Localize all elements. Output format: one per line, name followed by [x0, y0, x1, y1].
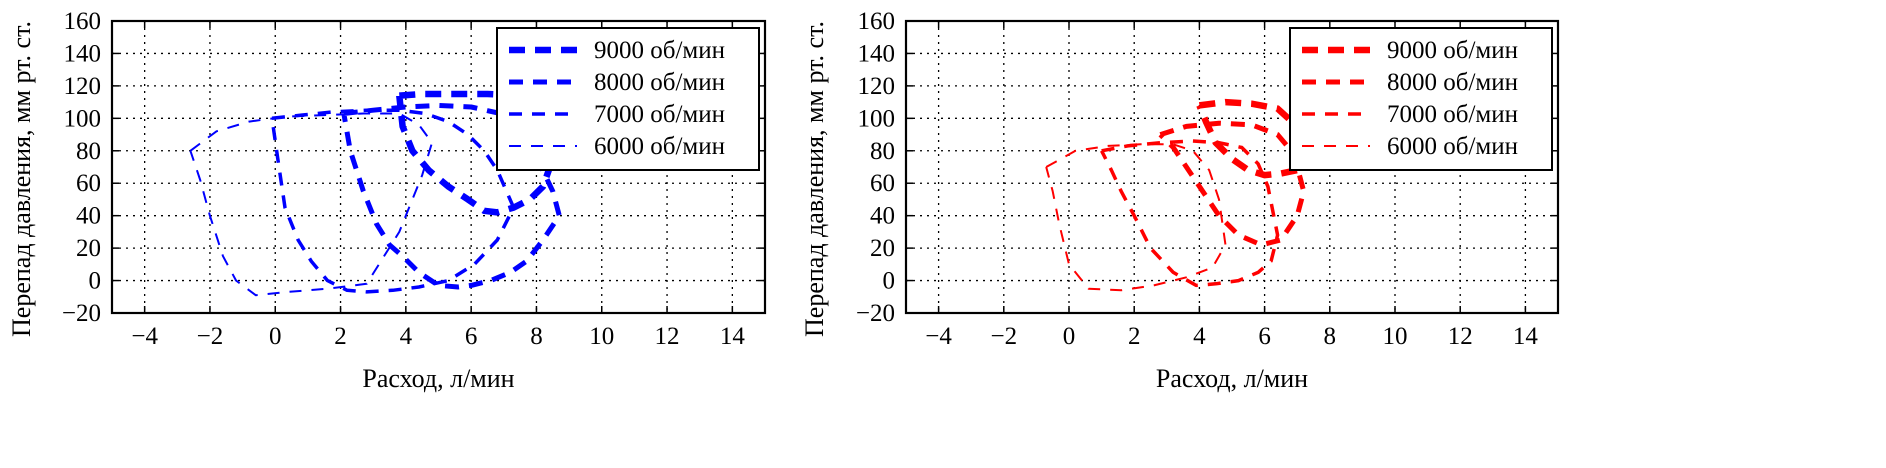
legend-label-1: 9000 об/мин	[1387, 37, 1518, 64]
y-tick-label: 40	[76, 203, 101, 230]
y-axis-label: Перепад давления, мм рт. ст.	[800, 21, 829, 337]
legend-label-3: 7000 об/мин	[1387, 101, 1518, 128]
legend-label-2: 8000 об/мин	[594, 69, 725, 96]
x-tick-label: 6	[465, 323, 478, 350]
y-tick-label: 0	[89, 268, 102, 295]
plot-frame	[904, 19, 1560, 315]
legend-label-4: 6000 об/мин	[1387, 133, 1518, 160]
x-tick-label: −2	[197, 323, 224, 350]
legend-label-3: 7000 об/мин	[594, 101, 725, 128]
legend-label-1: 9000 об/мин	[594, 37, 725, 64]
y-tick-label: 120	[858, 73, 896, 100]
x-tick-label: 12	[655, 323, 680, 350]
y-tick-label: 100	[858, 105, 896, 132]
x-tick-label: −2	[990, 323, 1017, 350]
series-line-3	[270, 108, 516, 294]
x-tick-label: 12	[1448, 323, 1473, 350]
legend-label-2: 8000 об/мин	[1387, 69, 1518, 96]
y-tick-label: 160	[858, 8, 896, 35]
legend: 9000 об/мин 8000 об/мин 7000 об/мин 6000 об…	[1289, 27, 1553, 171]
x-tick-label: 6	[1258, 323, 1271, 350]
x-tick-label: 0	[269, 323, 282, 350]
x-tick-label: 14	[720, 323, 746, 350]
y-tick-label: 0	[883, 268, 896, 295]
x-tick-label: 2	[1128, 323, 1141, 350]
y-tick-label: 140	[64, 40, 102, 67]
y-tick-label: 140	[858, 40, 896, 67]
x-tick-label: 14	[1513, 323, 1539, 350]
x-tick-label: 8	[530, 323, 543, 350]
x-axis-label: Расход, л/мин	[362, 364, 514, 393]
y-tick-label: 100	[64, 105, 102, 132]
series-group	[1045, 98, 1311, 292]
y-tick-label: 80	[870, 138, 895, 165]
series-line-1	[1196, 98, 1311, 179]
y-tick-label: 20	[76, 235, 101, 262]
x-tick-label: 2	[334, 323, 347, 350]
x-tick-label: 4	[400, 323, 413, 350]
y-tick-label: 80	[76, 138, 101, 165]
y-tick-label: −20	[62, 300, 101, 327]
x-tick-label: 10	[589, 323, 614, 350]
series-line-1	[396, 90, 560, 216]
x-tick-label: −4	[925, 323, 952, 350]
series-line-2	[341, 102, 562, 290]
y-tick-label: 160	[64, 8, 102, 35]
x-axis-label: Расход, л/мин	[1156, 364, 1308, 393]
x-tick-label: 0	[1063, 323, 1076, 350]
y-tick-label: 40	[870, 203, 895, 230]
y-tick-label: 120	[64, 73, 102, 100]
plot-frame	[110, 19, 767, 315]
x-tick-label: 4	[1193, 323, 1206, 350]
chart-panel-1: −4 −2 0 2 4 6 8 10 12 14−20020406080100120140160Р…	[7, 8, 767, 393]
series-line-4	[189, 112, 433, 297]
y-tick-label: 20	[870, 235, 895, 262]
y-tick-label: −20	[856, 300, 895, 327]
legend: 9000 об/мин 8000 об/мин 7000 об/мин 6000 об…	[496, 27, 760, 171]
y-tick-label: 60	[76, 170, 101, 197]
chart-panel-2: −4 −2 0 2 4 6 8 10 12 14−20020406080100120140160Р…	[800, 8, 1560, 393]
x-tick-label: 10	[1383, 323, 1408, 350]
x-tick-label: −4	[131, 323, 158, 350]
series-line-4	[1045, 143, 1227, 292]
series-line-3	[1100, 139, 1280, 288]
y-tick-label: 60	[870, 170, 895, 197]
x-tick-label: 8	[1324, 323, 1337, 350]
series-line-2	[1158, 120, 1307, 248]
y-axis-label: Перепад давления, мм рт. ст.	[7, 21, 36, 337]
series-group	[189, 90, 562, 297]
legend-label-4: 6000 об/мин	[594, 133, 725, 160]
